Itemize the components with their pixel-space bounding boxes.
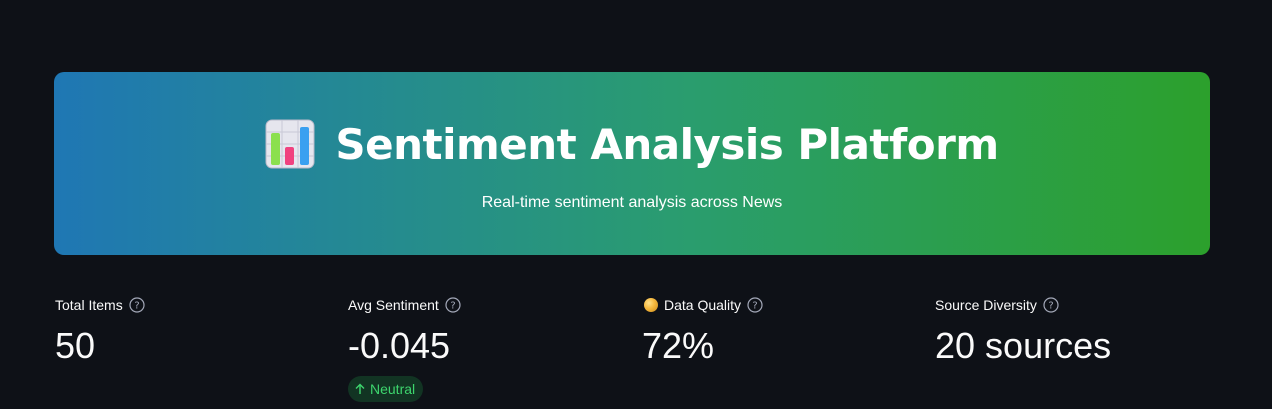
question-circle-icon[interactable]: ? — [1043, 297, 1059, 313]
metric-total-items: Total Items ? 50 — [55, 295, 145, 367]
metric-label: Source Diversity — [935, 297, 1037, 313]
question-circle-icon[interactable]: ? — [445, 297, 461, 313]
metric-source-diversity: Source Diversity ? 20 sources — [935, 295, 1111, 367]
metric-value: 20 sources — [935, 325, 1112, 366]
sentiment-delta-badge: Neutral — [348, 376, 424, 402]
svg-text:?: ? — [752, 301, 757, 312]
metric-label-row: Total Items ? — [55, 295, 145, 315]
arrow-up-icon — [355, 383, 365, 394]
metric-data-quality: Data Quality ? 72% — [642, 295, 763, 367]
metric-value: 72% — [642, 325, 715, 366]
metric-label-row: Data Quality ? — [644, 295, 763, 315]
metric-label: Total Items — [55, 297, 123, 313]
header-title-row: Sentiment Analysis Platform — [54, 116, 1210, 172]
metric-value: 50 — [55, 325, 96, 366]
svg-text:?: ? — [134, 301, 139, 312]
metric-avg-sentiment: Avg Sentiment ? -0.045 — [348, 295, 461, 367]
page-title: Sentiment Analysis Platform — [335, 119, 999, 169]
orange-circle-icon — [644, 298, 658, 312]
metric-label-row: Source Diversity ? — [935, 295, 1111, 315]
metric-label: Data Quality — [664, 297, 742, 313]
svg-text:?: ? — [450, 301, 455, 312]
bar-chart-emoji-icon — [265, 119, 315, 169]
delta-label: Neutral — [370, 381, 416, 397]
question-circle-icon[interactable]: ? — [129, 297, 145, 313]
header-banner: Sentiment Analysis Platform Real-time se… — [54, 72, 1210, 255]
metric-value: -0.045 — [348, 325, 451, 366]
svg-text:?: ? — [1048, 301, 1053, 312]
metric-label: Avg Sentiment — [348, 297, 439, 313]
page-subtitle: Real-time sentiment analysis across News — [481, 194, 783, 211]
metric-label-row: Avg Sentiment ? — [348, 295, 461, 315]
question-circle-icon[interactable]: ? — [747, 297, 763, 313]
